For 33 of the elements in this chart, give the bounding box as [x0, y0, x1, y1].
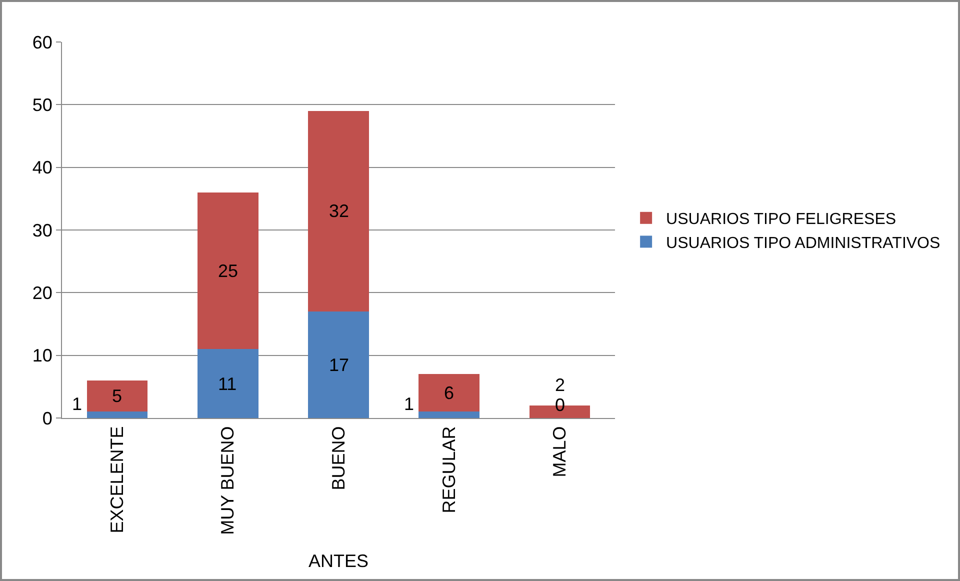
y-tick-label: 50	[32, 94, 52, 115]
y-tick-label: 20	[32, 282, 52, 303]
bar	[86, 412, 148, 418]
data-label: 2	[555, 375, 566, 395]
data-label: 11	[218, 374, 237, 394]
y-tick-label: 60	[32, 32, 52, 52]
data-label: 1	[72, 394, 82, 414]
bar	[418, 412, 480, 418]
data-label: 0	[555, 395, 566, 415]
data-label: 17	[329, 355, 350, 375]
x-tick-label: MALO	[550, 426, 570, 478]
data-label: 25	[218, 261, 238, 281]
data-label: 6	[444, 383, 454, 403]
y-tick-label: 10	[32, 346, 52, 366]
x-tick-label: BUENO	[328, 426, 348, 490]
bar	[308, 110, 369, 312]
legend-label: USUARIOS TIPO FELIGRESES	[666, 211, 896, 228]
x-axis-title: ANTES	[308, 550, 369, 571]
y-tick-label: 30	[32, 220, 52, 240]
bar	[197, 192, 258, 350]
bar	[86, 380, 148, 412]
bar	[308, 311, 369, 418]
bar	[418, 374, 480, 412]
x-tick-label: REGULAR	[438, 426, 459, 514]
data-label: 32	[329, 201, 350, 221]
data-label: 5	[112, 386, 122, 406]
y-tick-label: 0	[42, 408, 52, 428]
y-tick-label: 40	[32, 158, 52, 178]
x-tick-label: MUY BUENO	[218, 426, 238, 535]
legend-label: USUARIOS TIPO ADMINISTRATIVOS	[666, 234, 940, 252]
data-label: 1	[404, 394, 414, 414]
bar	[197, 349, 258, 418]
x-tick-label: EXCELENTE	[107, 426, 128, 534]
